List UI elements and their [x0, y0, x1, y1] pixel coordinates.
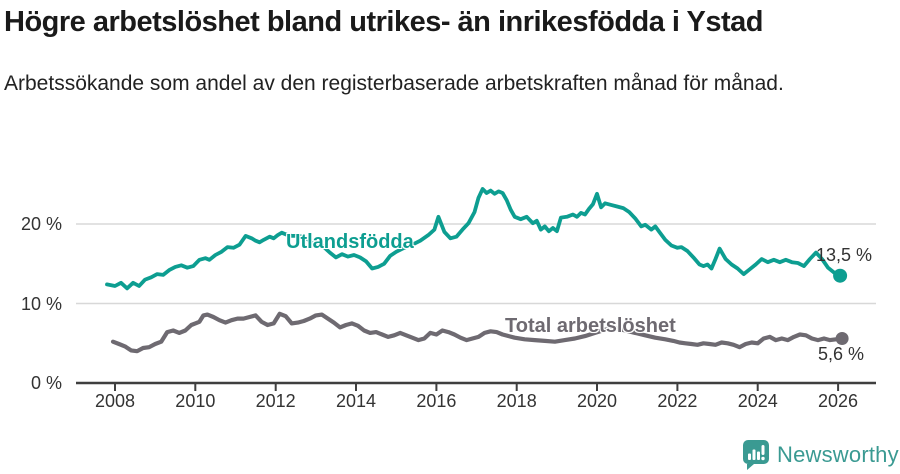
x-axis-tick-label: 2018 [496, 391, 537, 411]
x-axis-tick-label: 2024 [737, 391, 778, 411]
series-label-utlandsfodda: Utlandsfödda [286, 231, 414, 253]
x-axis-tick-label: 2012 [255, 391, 296, 411]
end-value-label-total: 5,6 % [818, 344, 865, 364]
newsworthy-logo[interactable]: Newsworthy [742, 439, 899, 470]
x-axis-tick-label: 2026 [818, 391, 859, 411]
y-axis-tick-label: 20 % [20, 214, 62, 234]
series-label-total-arbetsloshet: Total arbetslöshet [505, 315, 676, 337]
end-value-label-utlandsfodda: 13,5 % [816, 245, 873, 265]
x-axis-tick-label: 2020 [577, 391, 618, 411]
y-axis-tick-label: 10 % [20, 293, 62, 314]
chart-title: Högre arbetslöshet bland utrikes- än inr… [4, 6, 764, 38]
series-line-0 [105, 187, 842, 291]
newsworthy-bubble-chart-icon [743, 440, 769, 470]
newsworthy-brand-text: Newsworthy [777, 441, 899, 467]
x-axis-tick-label: 2016 [416, 391, 457, 411]
series-end-dot-0 [833, 268, 848, 283]
series-end-dot-1 [835, 332, 849, 345]
series-line-1 [110, 311, 845, 354]
x-axis-tick-label: 2022 [657, 391, 698, 411]
chart-subtitle: Arbetssökande som andel av den registerb… [4, 72, 784, 95]
x-axis-tick-label: 2010 [175, 391, 216, 411]
y-axis-tick-label: 0 % [30, 373, 62, 393]
x-axis-tick-label: 2008 [94, 391, 136, 411]
x-axis-tick-label: 2014 [335, 391, 377, 411]
